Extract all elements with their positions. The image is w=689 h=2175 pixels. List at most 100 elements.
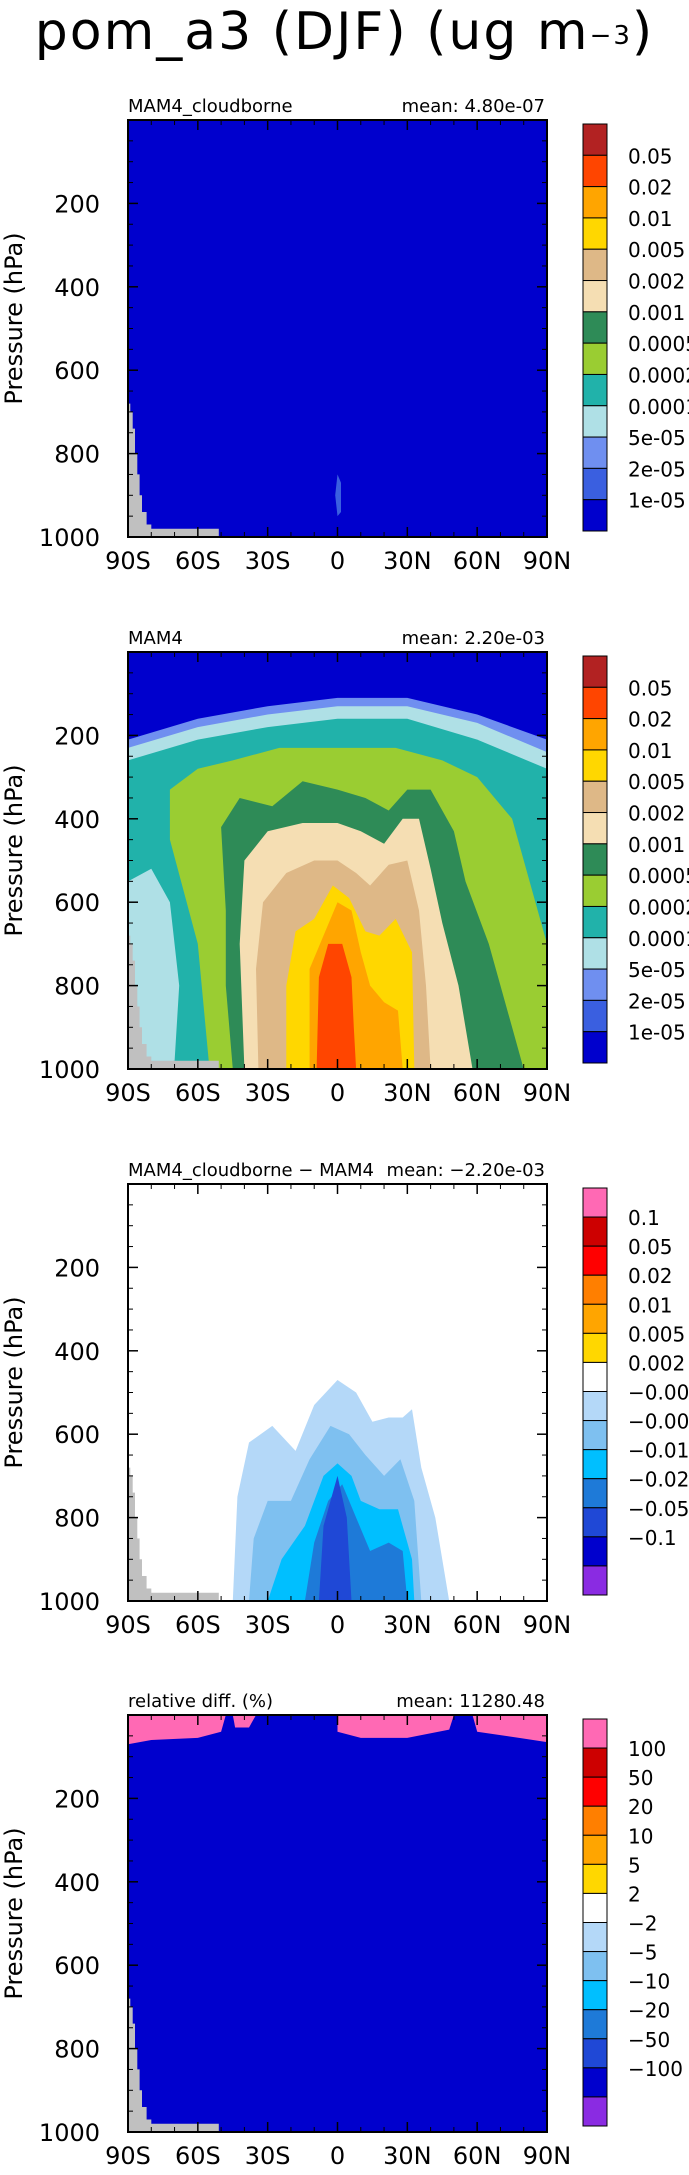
terrain-mask <box>128 403 219 537</box>
x-tick-label: 30N <box>383 1611 432 1639</box>
x-tick-label: 90S <box>105 2142 151 2170</box>
colorbar-label: 0.02 <box>628 176 673 200</box>
colorbar-box <box>582 186 608 219</box>
colorbar-box <box>582 1303 608 1334</box>
x-tick-label: 90S <box>105 547 151 575</box>
x-tick-label: 60N <box>453 547 502 575</box>
colorbar-box <box>582 1478 608 1509</box>
colorbar-box <box>582 405 608 438</box>
contour-region <box>337 1715 454 1738</box>
y-tick-label: 800 <box>54 441 100 469</box>
field-contours <box>128 1715 547 2132</box>
colorbar-label: 0.0001 <box>628 395 689 419</box>
colorbar-box <box>582 1332 608 1363</box>
y-tick-label: 600 <box>54 889 100 917</box>
x-tick-label: 60N <box>453 2142 502 2170</box>
colorbar-box <box>582 499 608 532</box>
colorbar-box <box>582 280 608 313</box>
colorbar-box <box>582 2096 608 2127</box>
colorbar-label: 0.002 <box>628 1351 685 1375</box>
colorbar-box <box>582 1507 608 1538</box>
colorbar-label: −50 <box>628 2028 670 2052</box>
y-tick-label: 400 <box>54 274 100 302</box>
colorbar-label: 0.0001 <box>628 927 689 951</box>
colorbar-label: 2e-05 <box>628 457 686 481</box>
colorbar-label: 0.1 <box>628 1206 660 1230</box>
colorbar-label: −10 <box>628 1970 670 1994</box>
x-tick-label: 0 <box>330 547 345 575</box>
colorbar: 100 50 20 10 5 2 −2 −5 −10 −20 −50 −100 <box>582 1718 683 2127</box>
panel-title-right: mean: 2.20e-03 <box>402 628 545 649</box>
background-fill <box>128 1715 547 2132</box>
x-tick-label: 30N <box>383 2142 432 2170</box>
y-tick-label: 200 <box>54 722 100 750</box>
panel-2: 90S 60S 30S 0 30N 60N 90N 200 400 600 800 1000 Press… <box>0 628 689 1107</box>
y-tick-label: 400 <box>54 806 100 834</box>
colorbar-box <box>582 1565 608 1596</box>
colorbar-box <box>582 248 608 282</box>
colorbar-box <box>582 1834 608 1865</box>
colorbar-label: 5e-05 <box>628 958 686 982</box>
colorbar-box <box>582 1863 608 1894</box>
panel-title-left: relative diff. (%) <box>128 1691 273 1712</box>
colorbar-box <box>582 1245 608 1276</box>
x-tick-label: 30S <box>245 2142 291 2170</box>
colorbar-label: 1e-05 <box>628 1021 686 1045</box>
colorbar-label: 50 <box>628 1766 653 1790</box>
colorbar-box <box>582 1031 608 1064</box>
y-tick-label: 1000 <box>39 524 100 552</box>
colorbar-label: 10 <box>628 1824 653 1848</box>
colorbar-box <box>582 843 608 876</box>
x-tick-label: 90N <box>523 1611 572 1639</box>
colorbar-label: 0.0002 <box>628 363 689 387</box>
colorbar-box <box>582 2038 608 2069</box>
y-tick-label: 600 <box>54 357 100 385</box>
panel-title-left: MAM4 <box>128 628 183 649</box>
panel-4: 90S 60S 30S 0 30N 60N 90N 200 400 600 800 1000 Press… <box>0 1691 683 2170</box>
y-axis-label: Pressure (hPa) <box>0 1296 28 1468</box>
colorbar-box <box>582 1536 608 1567</box>
x-tick-label: 60S <box>175 1079 221 1107</box>
x-tick-label: 90N <box>523 1079 572 1107</box>
colorbar-label: 0.01 <box>628 739 673 763</box>
colorbar-label: −20 <box>628 1999 670 2023</box>
panel-title-right: mean: −2.20e-03 <box>387 1160 545 1181</box>
colorbar-box <box>582 1391 608 1422</box>
y-tick-label: 800 <box>54 2036 100 2064</box>
colorbar-box <box>582 1449 608 1480</box>
colorbar-label: 100 <box>628 1737 666 1761</box>
contour-region <box>335 474 341 517</box>
colorbar-box <box>582 749 608 782</box>
colorbar-label: 0.005 <box>628 238 685 262</box>
colorbar-label: 2e-05 <box>628 989 686 1013</box>
colorbar-label: −0.1 <box>628 1526 677 1550</box>
x-tick-label: 30N <box>383 547 432 575</box>
colorbar-box <box>582 937 608 970</box>
x-tick-label: 0 <box>330 2142 345 2170</box>
contour-region <box>128 1715 226 1745</box>
colorbar-box <box>582 1776 608 1807</box>
terrain-mask <box>128 1998 219 2132</box>
field-contours <box>128 120 547 537</box>
panel-3: 90S 60S 30S 0 30N 60N 90N 200 400 600 800 1000 Press… <box>0 1160 689 1639</box>
x-tick-label: 30S <box>245 1079 291 1107</box>
colorbar-box <box>582 874 608 907</box>
x-tick-label: 60N <box>453 1611 502 1639</box>
x-tick-label: 60S <box>175 2142 221 2170</box>
panel-1: 90S 60S 30S 0 30N 60N 90N 200 400 600 800 1000 Press… <box>0 96 689 575</box>
x-tick-label: 30S <box>245 547 291 575</box>
x-tick-label: 90S <box>105 1079 151 1107</box>
y-tick-label: 600 <box>54 1421 100 1449</box>
terrain-mask <box>128 935 219 1069</box>
colorbar-label: −0.005 <box>628 1410 689 1434</box>
colorbar-label: 0.002 <box>628 270 685 294</box>
contour-region <box>316 943 357 1069</box>
colorbar-label: 0.01 <box>628 1293 673 1317</box>
x-tick-label: 90N <box>523 2142 572 2170</box>
y-tick-label: 800 <box>54 973 100 1001</box>
colorbar-box <box>582 123 608 156</box>
colorbar-box <box>582 1718 608 1749</box>
